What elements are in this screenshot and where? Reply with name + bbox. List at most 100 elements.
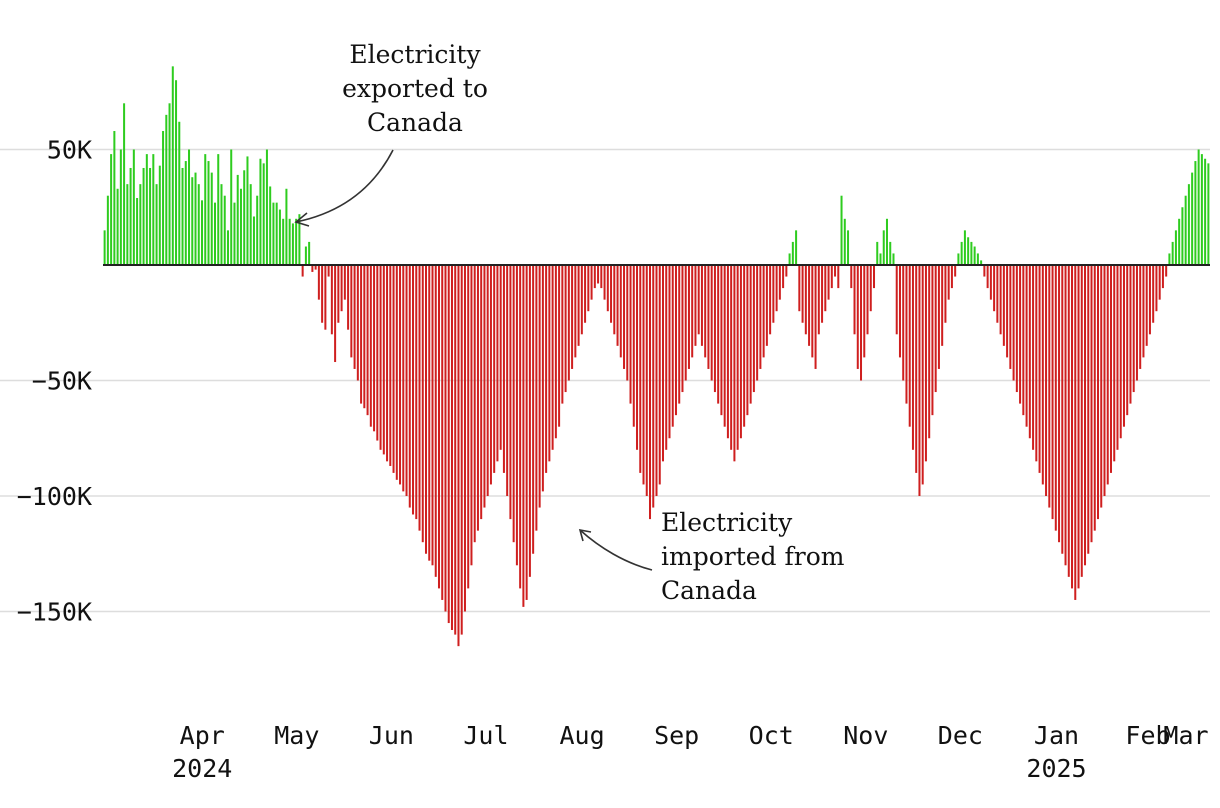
bar bbox=[1012, 265, 1015, 381]
bar bbox=[415, 265, 418, 520]
bar bbox=[421, 265, 424, 543]
bar bbox=[606, 265, 609, 312]
bar bbox=[233, 202, 236, 265]
bar bbox=[272, 202, 275, 265]
bar bbox=[509, 265, 512, 520]
bar bbox=[730, 265, 733, 450]
bar bbox=[613, 265, 616, 335]
bar bbox=[642, 265, 645, 485]
bar bbox=[814, 265, 817, 369]
bar bbox=[564, 265, 567, 393]
bar bbox=[502, 265, 505, 473]
bar bbox=[866, 265, 869, 335]
bar bbox=[921, 265, 924, 485]
bar bbox=[512, 265, 515, 543]
bar bbox=[126, 184, 129, 265]
bar bbox=[681, 265, 684, 393]
bar bbox=[337, 265, 340, 323]
bar bbox=[863, 265, 866, 358]
bar bbox=[535, 265, 538, 531]
bar bbox=[879, 253, 882, 265]
bar bbox=[106, 195, 109, 265]
bar bbox=[389, 265, 392, 466]
bar bbox=[210, 172, 213, 265]
bar bbox=[194, 172, 197, 265]
x-tick-label: May bbox=[274, 721, 319, 750]
bar bbox=[463, 265, 466, 612]
bar bbox=[911, 265, 914, 450]
bar bbox=[590, 265, 593, 300]
bar bbox=[1135, 265, 1138, 381]
bar bbox=[652, 265, 655, 508]
bar bbox=[726, 265, 729, 439]
bar bbox=[1045, 265, 1048, 496]
bar bbox=[425, 265, 428, 554]
bar bbox=[220, 184, 223, 265]
bar bbox=[265, 149, 268, 265]
bar bbox=[944, 265, 947, 323]
bar bbox=[395, 265, 398, 480]
bar bbox=[402, 265, 405, 492]
bar bbox=[597, 265, 600, 284]
bar bbox=[1142, 265, 1145, 358]
import-annotation-line-1: Electricity bbox=[661, 508, 793, 537]
bar bbox=[548, 265, 551, 462]
bar bbox=[1074, 265, 1077, 600]
bar bbox=[674, 265, 677, 416]
bar bbox=[801, 265, 804, 323]
bar bbox=[736, 265, 739, 450]
bar bbox=[895, 265, 898, 335]
bar bbox=[931, 265, 934, 416]
bar bbox=[103, 230, 106, 265]
bar bbox=[136, 198, 139, 265]
bar bbox=[860, 265, 863, 381]
bar bbox=[236, 174, 239, 265]
bar bbox=[188, 149, 191, 265]
x-tick-label: Dec bbox=[938, 721, 983, 750]
bar bbox=[223, 195, 226, 265]
x-tick-label: Oct bbox=[749, 721, 794, 750]
bar bbox=[983, 265, 986, 277]
bar bbox=[934, 265, 937, 393]
bar bbox=[171, 66, 174, 265]
bar bbox=[207, 161, 210, 265]
bar bbox=[1171, 241, 1174, 265]
grid-layer bbox=[0, 148, 1210, 613]
bar bbox=[687, 265, 690, 369]
bar bbox=[772, 265, 775, 323]
bar bbox=[437, 265, 440, 589]
bar bbox=[184, 161, 187, 265]
import-annotation-line-2: imported from bbox=[661, 542, 845, 571]
y-tick-label: −50K bbox=[32, 367, 92, 396]
bar bbox=[791, 241, 794, 265]
bar bbox=[821, 265, 824, 323]
bar bbox=[827, 265, 830, 300]
bar bbox=[970, 241, 973, 265]
bar bbox=[967, 237, 970, 265]
bar bbox=[246, 156, 249, 265]
bar bbox=[525, 265, 528, 600]
bar bbox=[1178, 218, 1181, 265]
bar bbox=[769, 265, 772, 335]
bar bbox=[412, 265, 415, 515]
bar bbox=[616, 265, 619, 346]
bar bbox=[869, 265, 872, 312]
bar bbox=[678, 265, 681, 404]
bar bbox=[941, 265, 944, 346]
bar bbox=[645, 265, 648, 496]
bar bbox=[1019, 265, 1022, 404]
bar bbox=[1197, 149, 1200, 265]
bar bbox=[898, 265, 901, 358]
bar bbox=[743, 265, 746, 427]
bar bbox=[386, 265, 389, 462]
bar bbox=[239, 188, 242, 265]
bar bbox=[1064, 265, 1067, 566]
bar bbox=[1009, 265, 1012, 369]
x-axis-ticks: Apr 2024 May Jun Jul Aug Sep Oct Nov Dec Jan 2025 Fe… bbox=[172, 721, 1208, 783]
bar bbox=[954, 265, 957, 277]
y-tick-label: −100K bbox=[17, 482, 92, 511]
import-arrow bbox=[579, 529, 653, 571]
bar bbox=[905, 265, 908, 404]
bar bbox=[561, 265, 564, 404]
bar bbox=[165, 114, 168, 265]
